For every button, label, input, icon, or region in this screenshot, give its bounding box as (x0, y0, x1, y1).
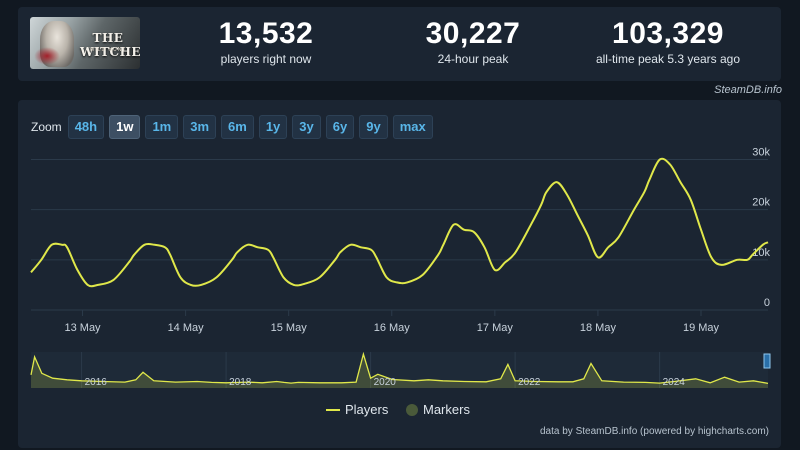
x-tick-label: 17 May (477, 322, 514, 334)
stat-all-time-peak: 103,329 all-time peak 5.3 years ago (578, 17, 758, 66)
stat-value: 103,329 (612, 17, 724, 50)
stat-value: 13,532 (218, 17, 314, 50)
zoom-button-6y[interactable]: 6y (325, 115, 355, 139)
cover-logo-subtitle: WILD HUNT (89, 47, 127, 53)
zoom-button-1m[interactable]: 1m (145, 115, 179, 139)
stat-24h-peak: 30,227 24-hour peak (383, 17, 563, 66)
zoom-button-1y[interactable]: 1y (258, 115, 288, 139)
player-count-chart: 0 10k 20k 30k 13 May 14 May 15 May 16 May 17 Ma… (30, 147, 771, 417)
stat-label: players right now (220, 52, 312, 66)
zoom-buttons: 48h 1w 1m 3m 6m 1y 3y 6y 9y max (67, 115, 438, 139)
zoom-bar: Zoom 48h 1w 1m 3m 6m 1y 3y 6y 9y max (31, 115, 438, 139)
legend-markers-label[interactable]: Markers (423, 402, 470, 417)
zoom-button-9y[interactable]: 9y (359, 115, 388, 139)
navigator-year-label: 2024 (663, 377, 686, 388)
legend: Players Markers (326, 402, 470, 417)
players-series-line[interactable] (30, 157, 769, 288)
zoom-label: Zoom (31, 120, 62, 134)
x-tick-label: 16 May (374, 322, 411, 334)
x-tick-label: 15 May (271, 322, 308, 334)
navigator-year-label: 2018 (229, 377, 252, 388)
x-tick-label: 13 May (64, 322, 101, 334)
game-cover-image[interactable]: THE WITCHER WILD HUNT (30, 17, 140, 69)
stat-label: all-time peak 5.3 years ago (595, 52, 741, 66)
y-tick-label: 10k (752, 247, 770, 259)
cover-logo-title: THE WITCHER (80, 31, 140, 59)
x-tick-label: 14 May (168, 322, 205, 334)
main-chart-x-axis: 13 May 14 May 15 May 16 May 17 May 18 May 19 M… (64, 310, 720, 334)
main-chart-grid (31, 159, 768, 311)
navigator-range-handle[interactable] (763, 353, 771, 369)
navigator-year-label: 2016 (85, 377, 108, 388)
stat-players-now: 13,532 players right now (176, 17, 356, 66)
y-tick-label: 30k (752, 147, 770, 159)
steamdb-attribution-link[interactable]: SteamDB.info (714, 84, 782, 96)
zoom-button-1w[interactable]: 1w (109, 115, 141, 139)
stat-value: 30,227 (425, 17, 521, 50)
navigator-area (31, 354, 768, 388)
zoom-button-3y[interactable]: 3y (292, 115, 321, 139)
highcharts-attribution-link[interactable]: data by SteamDB.info (powered by highcha… (540, 426, 769, 437)
main-chart-y-axis: 0 10k 20k 30k (752, 147, 770, 309)
navigator-year-grid (81, 352, 661, 388)
markers-legend-dot-icon[interactable] (406, 404, 418, 416)
y-tick-label: 0 (764, 297, 770, 309)
legend-players-label[interactable]: Players (345, 402, 389, 417)
zoom-button-3m[interactable]: 3m (183, 115, 217, 139)
stat-label: 24-hour peak (437, 52, 509, 66)
navigator-x-axis: 2016 2018 2020 2022 2024 (85, 377, 686, 388)
x-tick-label: 19 May (683, 322, 720, 334)
cover-blood-splash (34, 47, 60, 65)
stats-panel: THE WITCHER WILD HUNT 13,532 players rig… (18, 7, 781, 81)
navigator-year-label: 2020 (374, 377, 397, 388)
navigator[interactable]: 2016 2018 2020 2022 2024 (30, 351, 771, 388)
players-series-points (31, 159, 768, 285)
zoom-button-6m[interactable]: 6m (221, 115, 254, 139)
x-tick-label: 18 May (580, 322, 617, 334)
zoom-button-48h[interactable]: 48h (67, 115, 105, 139)
navigator-series-line (30, 351, 769, 385)
y-tick-label: 20k (752, 197, 770, 209)
navigator-year-label: 2022 (518, 377, 541, 388)
chart-panel: Zoom 48h 1w 1m 3m 6m 1y 3y 6y 9y max 0 10k 20k 30k 1… (18, 100, 781, 448)
zoom-button-max[interactable]: max (392, 115, 433, 139)
